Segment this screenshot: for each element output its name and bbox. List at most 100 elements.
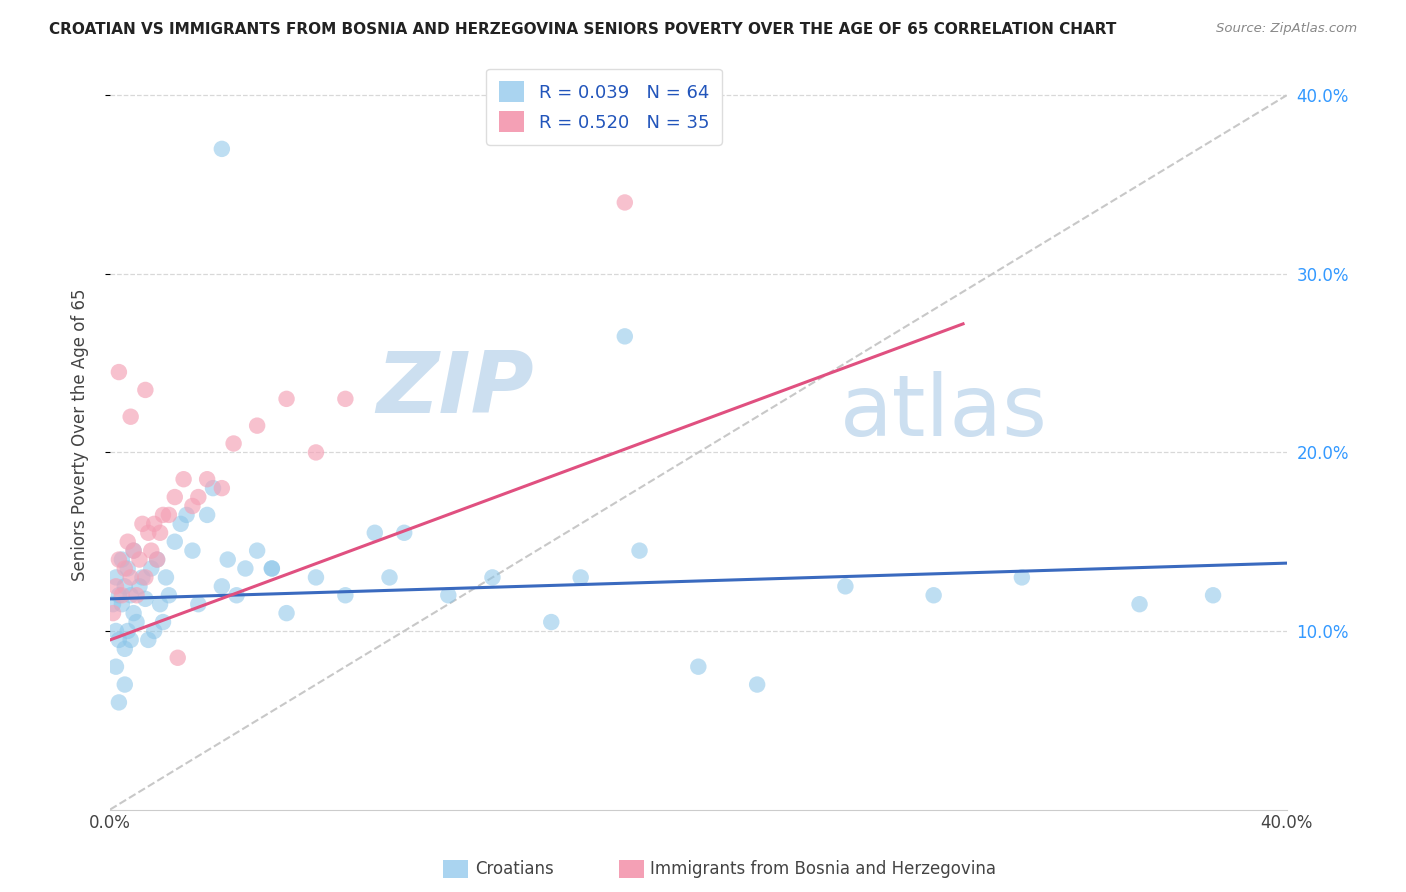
Point <box>141 543 163 558</box>
Point <box>108 365 131 379</box>
Point <box>246 543 269 558</box>
Point <box>149 597 172 611</box>
Point <box>225 588 247 602</box>
Point <box>834 579 856 593</box>
Point <box>540 615 562 629</box>
Point <box>104 624 127 638</box>
Point <box>128 579 150 593</box>
Point <box>628 543 651 558</box>
Point <box>152 615 174 629</box>
Point <box>211 481 233 495</box>
Point <box>131 570 153 584</box>
Text: Croatians: Croatians <box>475 860 554 878</box>
Point <box>104 659 127 673</box>
Point <box>202 481 225 495</box>
Point <box>101 597 124 611</box>
Point <box>108 552 131 566</box>
Point <box>108 588 131 602</box>
Point <box>688 659 710 673</box>
Point <box>104 570 127 584</box>
Point <box>101 606 124 620</box>
Text: ZIP: ZIP <box>375 348 534 431</box>
Point <box>195 472 218 486</box>
Point <box>176 508 198 522</box>
Point <box>1128 597 1150 611</box>
Point <box>120 409 142 424</box>
Point <box>166 650 188 665</box>
Point <box>122 543 145 558</box>
Point <box>613 329 636 343</box>
Point <box>169 516 191 531</box>
Point <box>922 588 945 602</box>
Point <box>305 570 328 584</box>
Point <box>114 561 136 575</box>
Point <box>117 561 139 575</box>
Text: Immigrants from Bosnia and Herzegovina: Immigrants from Bosnia and Herzegovina <box>650 860 995 878</box>
Point <box>157 508 180 522</box>
Point <box>481 570 503 584</box>
Point <box>111 588 134 602</box>
Text: atlas: atlas <box>839 370 1047 453</box>
Point <box>120 570 142 584</box>
Point <box>211 142 233 156</box>
Point <box>1202 588 1225 602</box>
Point <box>378 570 401 584</box>
Point <box>146 552 169 566</box>
Point <box>149 525 172 540</box>
Point <box>131 516 153 531</box>
Point <box>136 525 159 540</box>
Point <box>111 597 134 611</box>
Point <box>235 561 257 575</box>
Point <box>392 525 415 540</box>
Point <box>260 561 283 575</box>
Point <box>125 588 148 602</box>
Point <box>173 472 195 486</box>
Point <box>335 588 357 602</box>
Y-axis label: Seniors Poverty Over the Age of 65: Seniors Poverty Over the Age of 65 <box>72 288 89 581</box>
Point <box>222 436 245 450</box>
Point <box>122 543 145 558</box>
Point <box>569 570 592 584</box>
Point <box>114 677 136 691</box>
Point <box>157 588 180 602</box>
Point <box>104 579 127 593</box>
Point <box>108 632 131 647</box>
Point <box>152 508 174 522</box>
Point <box>134 383 156 397</box>
Point <box>155 570 177 584</box>
Point <box>128 552 150 566</box>
Point <box>143 516 166 531</box>
Point <box>1011 570 1033 584</box>
Point <box>163 490 186 504</box>
Point <box>136 632 159 647</box>
Point <box>117 534 139 549</box>
Text: Source: ZipAtlas.com: Source: ZipAtlas.com <box>1216 22 1357 36</box>
Point <box>120 588 142 602</box>
Point <box>437 588 460 602</box>
Point <box>134 570 156 584</box>
Point <box>276 606 298 620</box>
Point <box>117 624 139 638</box>
Point <box>125 615 148 629</box>
Point <box>211 579 233 593</box>
Point <box>111 552 134 566</box>
Point <box>114 641 136 656</box>
Point <box>134 591 156 606</box>
Point <box>260 561 283 575</box>
Point <box>276 392 298 406</box>
Point <box>108 695 131 709</box>
Point <box>187 597 209 611</box>
Point <box>195 508 218 522</box>
Point <box>122 606 145 620</box>
Point <box>146 552 169 566</box>
Point <box>141 561 163 575</box>
Text: CROATIAN VS IMMIGRANTS FROM BOSNIA AND HERZEGOVINA SENIORS POVERTY OVER THE AGE : CROATIAN VS IMMIGRANTS FROM BOSNIA AND H… <box>49 22 1116 37</box>
Point <box>217 552 239 566</box>
Point <box>305 445 328 459</box>
Point <box>246 418 269 433</box>
Point <box>114 579 136 593</box>
Point <box>335 392 357 406</box>
Point <box>613 195 636 210</box>
Point <box>181 543 204 558</box>
Point <box>143 624 166 638</box>
